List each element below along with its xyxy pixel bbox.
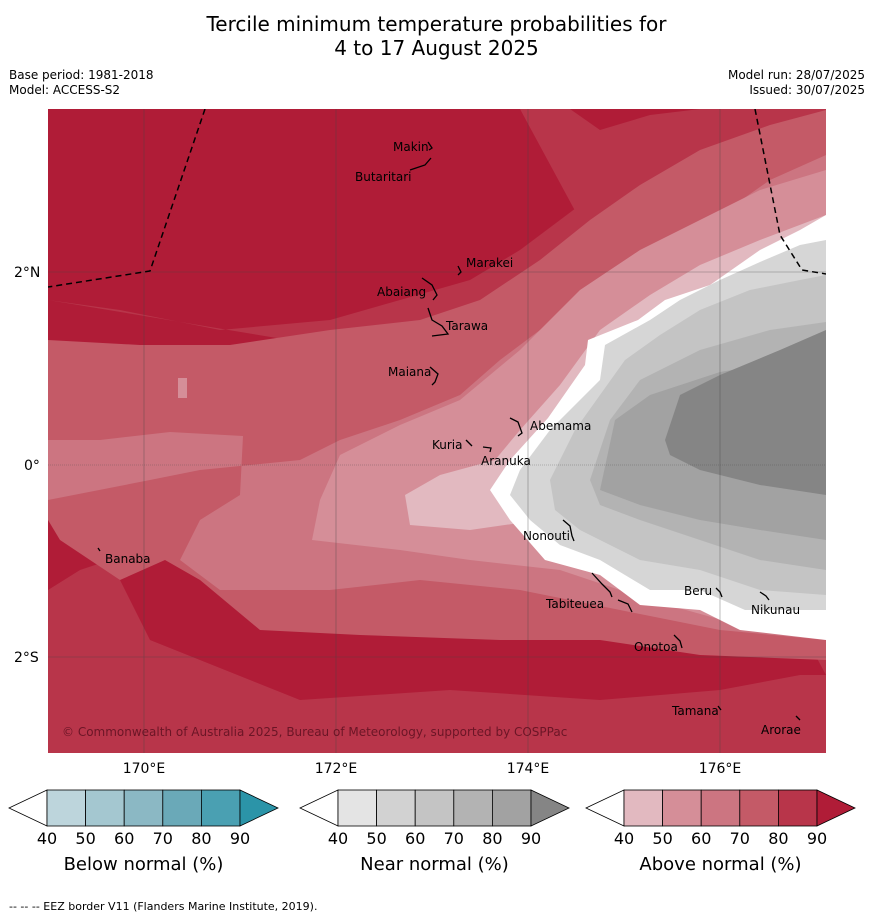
colorbar-swatch xyxy=(778,789,818,827)
colorbar-tick: 50 xyxy=(75,829,95,848)
label-banaba: Banaba xyxy=(105,552,151,566)
base-period: Base period: 1981-2018 xyxy=(9,68,154,82)
colorbar-tick: 40 xyxy=(37,829,57,848)
lon-label: 174°E xyxy=(507,761,550,777)
label-butaritari: Butaritari xyxy=(355,170,412,184)
colorbar-0: 40 50 60 70 80 90 Below normal (%) xyxy=(8,789,279,875)
colorbar-tick: 60 xyxy=(114,829,134,848)
lat-label: 0° xyxy=(24,458,40,474)
model-run: Model run: 28/07/2025 xyxy=(727,68,865,82)
colorbars: 40 50 60 70 80 90 Below normal (%) 40 50 60 70 80 90… xyxy=(8,789,856,875)
label-nikunau: Nikunau xyxy=(751,603,800,617)
colorbar-tick: 70 xyxy=(444,829,464,848)
colorbar-swatch xyxy=(85,789,125,827)
lon-label: 172°E xyxy=(315,761,358,777)
label-abaiang: Abaiang xyxy=(377,285,426,299)
label-arorae: Arorae xyxy=(761,723,801,737)
colorbar-tick: 60 xyxy=(405,829,425,848)
lat-label: 2°S xyxy=(14,650,39,666)
map-title: Tercile minimum temperature probabilitie… xyxy=(0,12,873,60)
colorbar-1: 40 50 60 70 80 90 Near normal (%) xyxy=(299,789,570,875)
label-makin: Makin xyxy=(393,140,429,154)
colorbar-tick: 70 xyxy=(153,829,173,848)
colorbar-label: Near normal (%) xyxy=(360,854,509,875)
colorbar-swatch xyxy=(700,789,741,827)
colorbar-swatch xyxy=(623,789,663,827)
islands xyxy=(97,141,801,721)
label-onotoa: Onotoa xyxy=(634,640,678,654)
colorbar-under-swatch xyxy=(585,789,625,827)
colorbar-2: 40 50 60 70 80 90 Above normal (%) xyxy=(585,789,856,875)
colorbar-swatch xyxy=(200,789,241,827)
label-tarawa: Tarawa xyxy=(445,319,488,333)
label-beru: Beru xyxy=(684,584,712,598)
colorbar-label: Below normal (%) xyxy=(64,854,224,875)
colorbar-tick: 70 xyxy=(730,829,750,848)
probability-field xyxy=(48,109,826,753)
colorbar-tick: 40 xyxy=(614,829,634,848)
eez-border xyxy=(48,109,826,288)
colorbar-tick: 80 xyxy=(191,829,211,848)
colorbar-tick: 90 xyxy=(230,829,250,848)
lat-label: 2°N xyxy=(14,265,40,281)
colorbar-tick: 90 xyxy=(521,829,541,848)
colorbar-over-swatch xyxy=(530,789,570,827)
label-tabiteuea: Tabiteuea xyxy=(545,597,604,611)
colorbar-swatch xyxy=(414,789,455,827)
colorbar-tick: 50 xyxy=(652,829,672,848)
colorbar-swatch xyxy=(662,789,702,827)
colorbar-tick: 60 xyxy=(691,829,711,848)
colorbar-swatch xyxy=(162,789,202,827)
colorbar-tick: 80 xyxy=(768,829,788,848)
meta-left: Base period: 1981-2018 Model: ACCESS-S2 xyxy=(9,68,154,98)
colorbar-tick: 80 xyxy=(482,829,502,848)
label-aranuka: Aranuka xyxy=(481,454,531,468)
colorbar-swatch xyxy=(337,789,377,827)
eez-credit: -- -- -- EEZ border V11 (Flanders Marine… xyxy=(9,900,318,913)
colorbar-swatch xyxy=(453,789,493,827)
lon-label: 176°E xyxy=(699,761,742,777)
title-line-2: 4 to 17 August 2025 xyxy=(334,36,539,60)
graticule xyxy=(48,109,826,753)
label-nonouti: Nonouti xyxy=(523,529,570,543)
colorbar-under-swatch xyxy=(299,789,339,827)
label-tamana: Tamana xyxy=(671,704,719,718)
colorbar-swatch xyxy=(491,789,532,827)
axis-labels: 2°N 0° 2°S 170°E 172°E 174°E 176°E xyxy=(14,265,741,777)
contour-patch xyxy=(178,378,187,398)
label-kuria: Kuria xyxy=(432,438,463,452)
place-labels: Makin Butaritari Marakei Abaiang Tarawa … xyxy=(105,140,801,737)
colorbar-swatch xyxy=(46,789,86,827)
contour-near-90 xyxy=(665,330,826,495)
lon-label: 170°E xyxy=(123,761,166,777)
colorbar-swatch xyxy=(739,789,779,827)
model-name: Model: ACCESS-S2 xyxy=(9,83,121,97)
title-line-1: Tercile minimum temperature probabilitie… xyxy=(206,12,667,36)
colorbar-under-swatch xyxy=(8,789,48,827)
meta-right: Model run: 28/07/2025 Issued: 30/07/2025 xyxy=(728,68,865,98)
colorbar-over-swatch xyxy=(816,789,856,827)
label-maiana: Maiana xyxy=(388,365,431,379)
colorbar-label: Above normal (%) xyxy=(639,854,801,875)
label-abemama: Abemama xyxy=(530,419,591,433)
issued-date: Issued: 30/07/2025 xyxy=(749,83,865,97)
copyright-note: © Commonwealth of Australia 2025, Bureau… xyxy=(62,725,567,739)
colorbar-over-swatch xyxy=(239,789,279,827)
label-marakei: Marakei xyxy=(466,256,513,270)
colorbar-swatch xyxy=(376,789,416,827)
colorbar-tick: 40 xyxy=(328,829,348,848)
colorbar-swatch xyxy=(123,789,164,827)
colorbar-tick: 90 xyxy=(807,829,827,848)
colorbar-tick: 50 xyxy=(366,829,386,848)
